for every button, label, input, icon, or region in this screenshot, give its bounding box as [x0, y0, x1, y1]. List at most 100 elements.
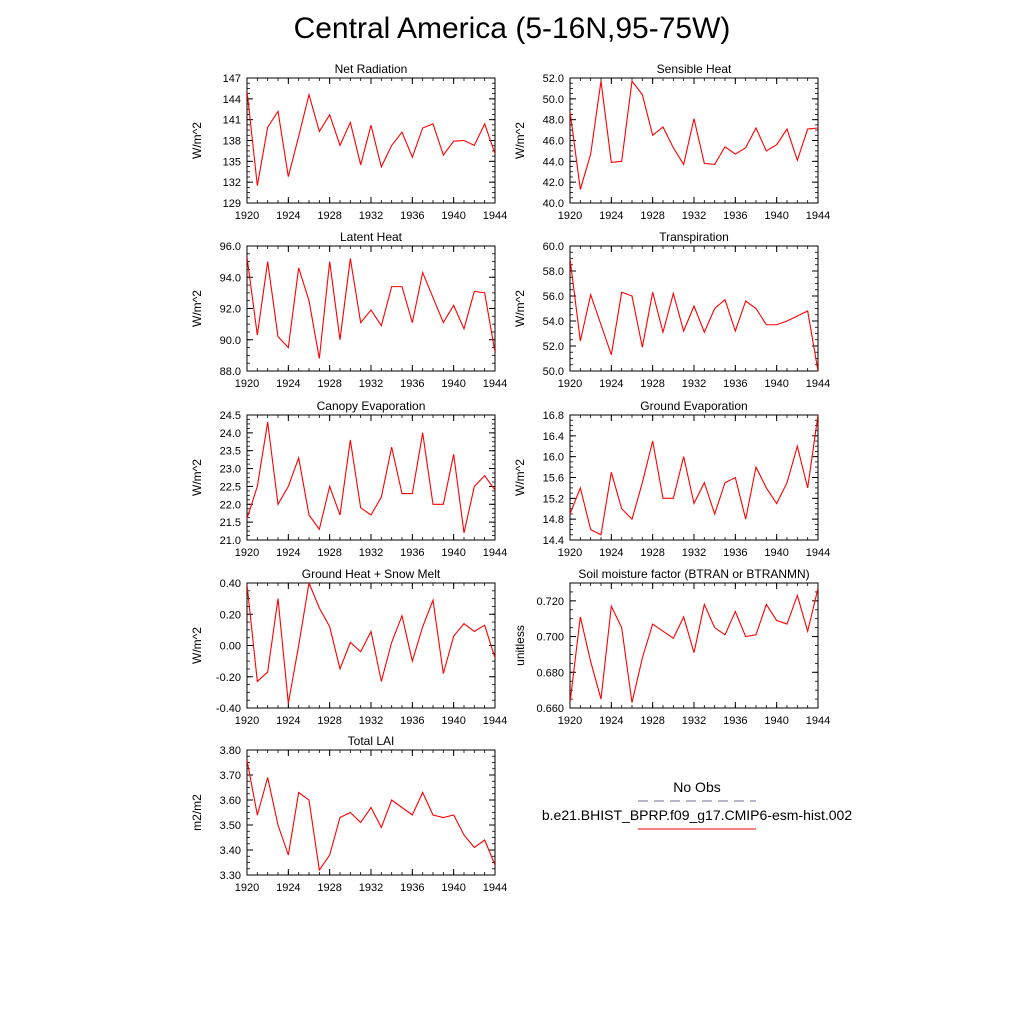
x-tick-label: 1920	[235, 882, 259, 894]
y-tick-label: 16.8	[543, 410, 564, 422]
x-tick-label: 1920	[558, 547, 582, 559]
y-tick-label: 0.40	[220, 578, 241, 590]
y-tick-label: 58.0	[543, 266, 564, 278]
y-tick-label: 3.30	[220, 870, 241, 882]
y-tick-label: 138	[223, 136, 241, 148]
y-axis-label: W/m^2	[190, 459, 204, 496]
page-title: Central America (5-16N,95-75W)	[293, 12, 731, 45]
x-tick-label: 1928	[640, 378, 664, 390]
y-tick-label: 23.5	[220, 446, 241, 458]
y-axis-label: W/m^2	[513, 122, 527, 159]
y-tick-label: 3.40	[220, 845, 241, 857]
y-tick-label: 96.0	[220, 241, 241, 253]
y-tick-label: 94.0	[220, 272, 241, 284]
panel-title: Net Radiation	[335, 62, 408, 76]
x-tick-label: 1936	[400, 882, 424, 894]
x-tick-label: 1924	[599, 715, 623, 727]
x-tick-label: 1928	[317, 210, 341, 222]
chart-panel: 1920 1924 1928 1932 1936 1940 1944 129 132 135 138…	[190, 62, 507, 222]
y-tick-label: 144	[223, 94, 241, 106]
x-tick-label: 1924	[276, 378, 300, 390]
y-tick-label: 15.6	[543, 473, 564, 485]
x-tick-label: 1944	[806, 210, 830, 222]
x-tick-label: 1920	[235, 715, 259, 727]
y-tick-label: 0.700	[536, 632, 564, 644]
legend: No Obs b.e21.BHIST_BPRP.f09_g17.CMIP6-es…	[542, 779, 852, 830]
y-tick-label: 23.0	[220, 464, 241, 476]
y-tick-label: 0.00	[220, 641, 241, 653]
series-line	[247, 90, 495, 186]
panel-title: Transpiration	[659, 230, 729, 244]
x-tick-label: 1944	[483, 378, 507, 390]
x-tick-label: 1940	[441, 547, 465, 559]
chart-panel: 1920 1924 1928 1932 1936 1940 1944 88.0 90.0 92.0…	[190, 230, 507, 390]
y-tick-label: 21.5	[220, 517, 241, 529]
chart-panel: 1920 1924 1928 1932 1936 1940 1944 14.4 14.8 15.2…	[513, 399, 830, 559]
x-tick-label: 1936	[723, 210, 747, 222]
y-tick-label: 24.5	[220, 410, 241, 422]
plot-frame	[246, 749, 496, 876]
y-axis-label: W/m^2	[190, 122, 204, 159]
panel-title: Latent Heat	[340, 230, 403, 244]
x-tick-label: 1944	[483, 547, 507, 559]
series-line	[247, 759, 495, 872]
x-tick-label: 1940	[764, 715, 788, 727]
x-tick-label: 1928	[317, 378, 341, 390]
x-tick-label: 1924	[276, 210, 300, 222]
y-tick-label: 16.4	[543, 431, 564, 443]
x-tick-label: 1944	[483, 715, 507, 727]
y-tick-label: 16.0	[543, 452, 564, 464]
y-tick-label: 141	[223, 115, 241, 127]
x-tick-label: 1932	[682, 210, 706, 222]
x-tick-label: 1940	[441, 882, 465, 894]
chart-panel: 1920 1924 1928 1932 1936 1940 1944 21.0 21.5 22.0…	[190, 399, 507, 559]
y-tick-label: 21.0	[220, 535, 241, 547]
x-tick-label: 1932	[359, 882, 383, 894]
chart-panel: 1920 1924 1928 1932 1936 1940 1944 40.0 42.0 44.0…	[513, 62, 830, 222]
x-tick-label: 1924	[276, 882, 300, 894]
legend-model-label: b.e21.BHIST_BPRP.f09_g17.CMIP6-esm-hist.…	[542, 807, 852, 823]
x-tick-label: 1932	[682, 378, 706, 390]
series-line	[570, 588, 818, 703]
plot-frame	[246, 245, 496, 372]
x-tick-label: 1932	[359, 715, 383, 727]
x-tick-label: 1920	[235, 378, 259, 390]
y-tick-label: 46.0	[543, 136, 564, 148]
y-tick-label: 3.60	[220, 795, 241, 807]
series-line	[247, 583, 495, 704]
y-tick-label: 14.8	[543, 514, 564, 526]
y-axis-label: m2/m2	[190, 794, 204, 831]
x-tick-label: 1940	[764, 547, 788, 559]
x-tick-label: 1920	[235, 210, 259, 222]
x-tick-label: 1928	[640, 715, 664, 727]
series-line	[247, 422, 495, 533]
y-tick-label: 0.20	[220, 609, 241, 621]
x-tick-label: 1936	[723, 547, 747, 559]
panel-title: Sensible Heat	[657, 62, 732, 76]
y-tick-label: 22.5	[220, 481, 241, 493]
x-tick-label: 1928	[640, 547, 664, 559]
chart-panels: 1920 1924 1928 1932 1936 1940 1944 129 132 135 138…	[190, 62, 830, 894]
y-tick-label: 48.0	[543, 115, 564, 127]
y-tick-label: -0.40	[216, 703, 241, 715]
y-tick-label: 92.0	[220, 304, 241, 316]
y-axis-label: W/m^2	[190, 627, 204, 664]
x-tick-label: 1944	[483, 882, 507, 894]
y-tick-label: 3.50	[220, 820, 241, 832]
x-tick-label: 1932	[682, 547, 706, 559]
y-axis-label: unitless	[513, 625, 527, 666]
x-tick-label: 1924	[276, 547, 300, 559]
panel-title: Ground Heat + Snow Melt	[302, 567, 441, 581]
y-tick-label: 3.80	[220, 745, 241, 757]
x-tick-label: 1936	[723, 715, 747, 727]
y-tick-label: 3.70	[220, 770, 241, 782]
panel-title: Ground Evaporation	[640, 399, 747, 413]
x-tick-label: 1924	[276, 715, 300, 727]
x-tick-label: 1944	[806, 547, 830, 559]
x-tick-label: 1940	[764, 210, 788, 222]
series-line	[247, 256, 495, 359]
chart-panel: 1920 1924 1928 1932 1936 1940 1944 -0.40 -0.20 0.…	[190, 567, 507, 727]
y-tick-label: 135	[223, 156, 241, 168]
y-tick-label: 24.0	[220, 428, 241, 440]
